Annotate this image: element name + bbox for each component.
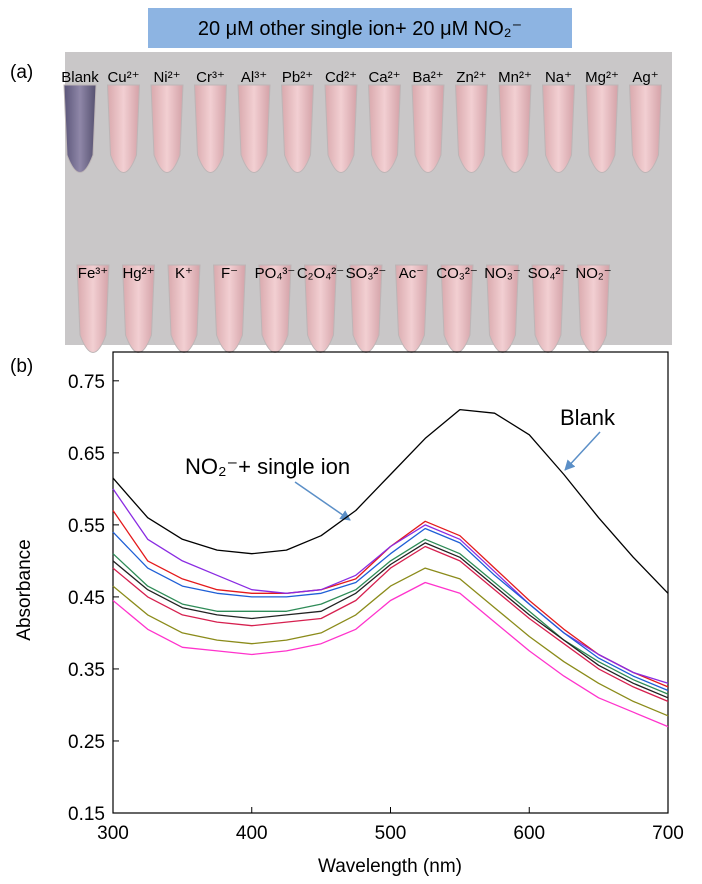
ion-label: Na⁺ [545,69,572,86]
ion-label: Al³⁺ [241,69,267,86]
annotation: Blank [560,405,616,430]
annotation-arrow [294,481,351,521]
series-line [112,538,669,695]
annotation-arrow [564,431,601,471]
ion-label: Hg²⁺ [122,265,154,282]
ion-label: NO₂⁻ [575,265,611,282]
tubes: Blank Cu²⁺ Ni²⁺ Cr³⁺ Al³⁺ Pb²⁺ Cd²⁺ Ca²⁺ Ba²⁺ Zn²… [61,69,663,353]
tube [628,84,663,173]
ion-label: Ca²⁺ [368,69,400,86]
y-axis-title: Absorbance [14,539,35,640]
series-line [112,581,669,728]
y-tick-label: 0.45 [68,588,105,609]
ion-label: F⁻ [221,265,238,282]
ion-label: CO₃²⁻ [436,265,478,282]
y-tick-label: 0.15 [68,804,105,825]
series-line [112,545,669,702]
y-tick-label: 0.25 [68,732,105,753]
tube [541,84,576,173]
ion-label: SO₃²⁻ [346,265,387,282]
ion-label: Zn²⁺ [456,69,486,86]
tube [63,84,97,173]
ion-label: Blank [61,69,99,86]
ion-label: Cu²⁺ [107,69,139,86]
ion-label: NO₃⁻ [484,265,521,282]
ion-label: Cd²⁺ [325,69,357,86]
series-line [112,542,669,699]
series-line [112,567,669,717]
tube [280,84,315,173]
ion-label: PO₄³⁻ [255,265,296,282]
ion-label: Cr³⁺ [196,69,225,86]
tube [411,84,445,173]
tube [106,84,141,173]
tube [150,84,184,173]
x-tick-label: 600 [513,823,545,844]
tube [498,84,532,173]
tube [76,264,110,353]
tube [367,84,402,173]
y-tick-label: 0.75 [68,372,105,393]
ion-label: Fe³⁺ [78,265,108,282]
ion-label: Pb²⁺ [282,69,313,86]
ion-label: Mg²⁺ [585,69,619,86]
x-tick-label: 400 [236,823,268,844]
ion-label: Mn²⁺ [498,69,532,86]
tube [237,84,271,173]
tube [585,84,619,173]
ion-label: K⁺ [175,265,193,282]
series-line [112,527,669,692]
x-tick-label: 500 [375,823,407,844]
series-line [112,510,669,688]
x-tick-label: 700 [652,823,684,844]
tube [324,84,358,173]
annotation: NO₂⁻+ single ion [185,454,350,479]
x-axis-title: Wavelength (nm) [318,856,462,877]
ion-label: SO₄²⁻ [528,265,569,282]
panel-label: (b) [10,356,33,377]
ion-label: Ag⁺ [632,69,658,86]
ion-label: C₂O₄²⁻ [297,265,344,282]
banner-box [148,8,572,48]
series-line [112,488,669,684]
ion-label: Ac⁻ [399,265,424,282]
tube [193,84,228,173]
y-tick-label: 0.55 [68,516,105,537]
ion-label: Ni²⁺ [153,69,180,86]
y-tick-label: 0.65 [68,444,105,465]
y-tick-label: 0.35 [68,660,105,681]
x-tick-label: 300 [97,823,129,844]
panel-label: (a) [10,62,33,83]
tube [454,84,489,173]
series-line [112,408,669,594]
ion-label: Ba²⁺ [412,69,443,86]
banner: 20 μM other single ion+ 20 μM NO₂⁻ [198,18,522,40]
